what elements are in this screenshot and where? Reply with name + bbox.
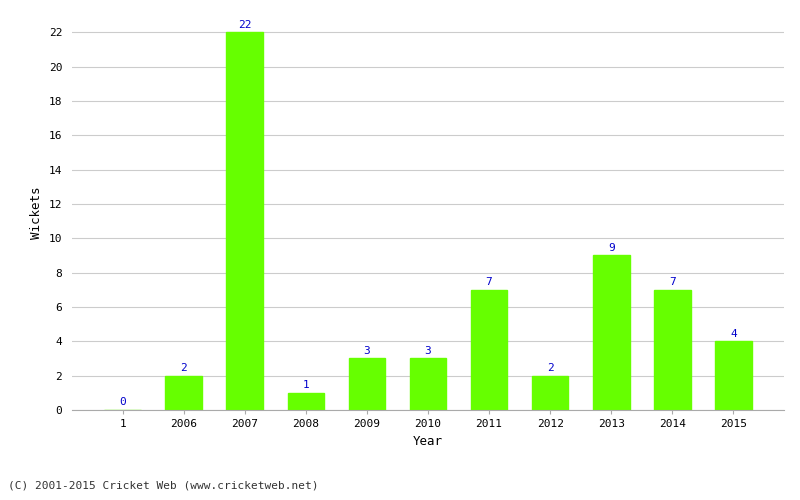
Text: (C) 2001-2015 Cricket Web (www.cricketweb.net): (C) 2001-2015 Cricket Web (www.cricketwe…: [8, 480, 318, 490]
Bar: [593, 256, 630, 410]
Text: 0: 0: [119, 398, 126, 407]
Text: 4: 4: [730, 328, 737, 338]
Text: 2: 2: [546, 363, 554, 373]
Text: 9: 9: [608, 243, 614, 253]
Text: 3: 3: [363, 346, 370, 356]
Bar: [470, 290, 507, 410]
Text: 1: 1: [302, 380, 310, 390]
Bar: [226, 32, 263, 410]
Y-axis label: Wickets: Wickets: [30, 186, 43, 239]
X-axis label: Year: Year: [413, 434, 443, 448]
Bar: [532, 376, 569, 410]
Bar: [654, 290, 690, 410]
Bar: [166, 376, 202, 410]
Text: 7: 7: [486, 277, 493, 287]
Text: 3: 3: [425, 346, 431, 356]
Bar: [410, 358, 446, 410]
Bar: [715, 342, 752, 410]
Text: 7: 7: [669, 277, 676, 287]
Bar: [349, 358, 386, 410]
Text: 22: 22: [238, 20, 251, 30]
Bar: [287, 393, 324, 410]
Text: 2: 2: [180, 363, 187, 373]
